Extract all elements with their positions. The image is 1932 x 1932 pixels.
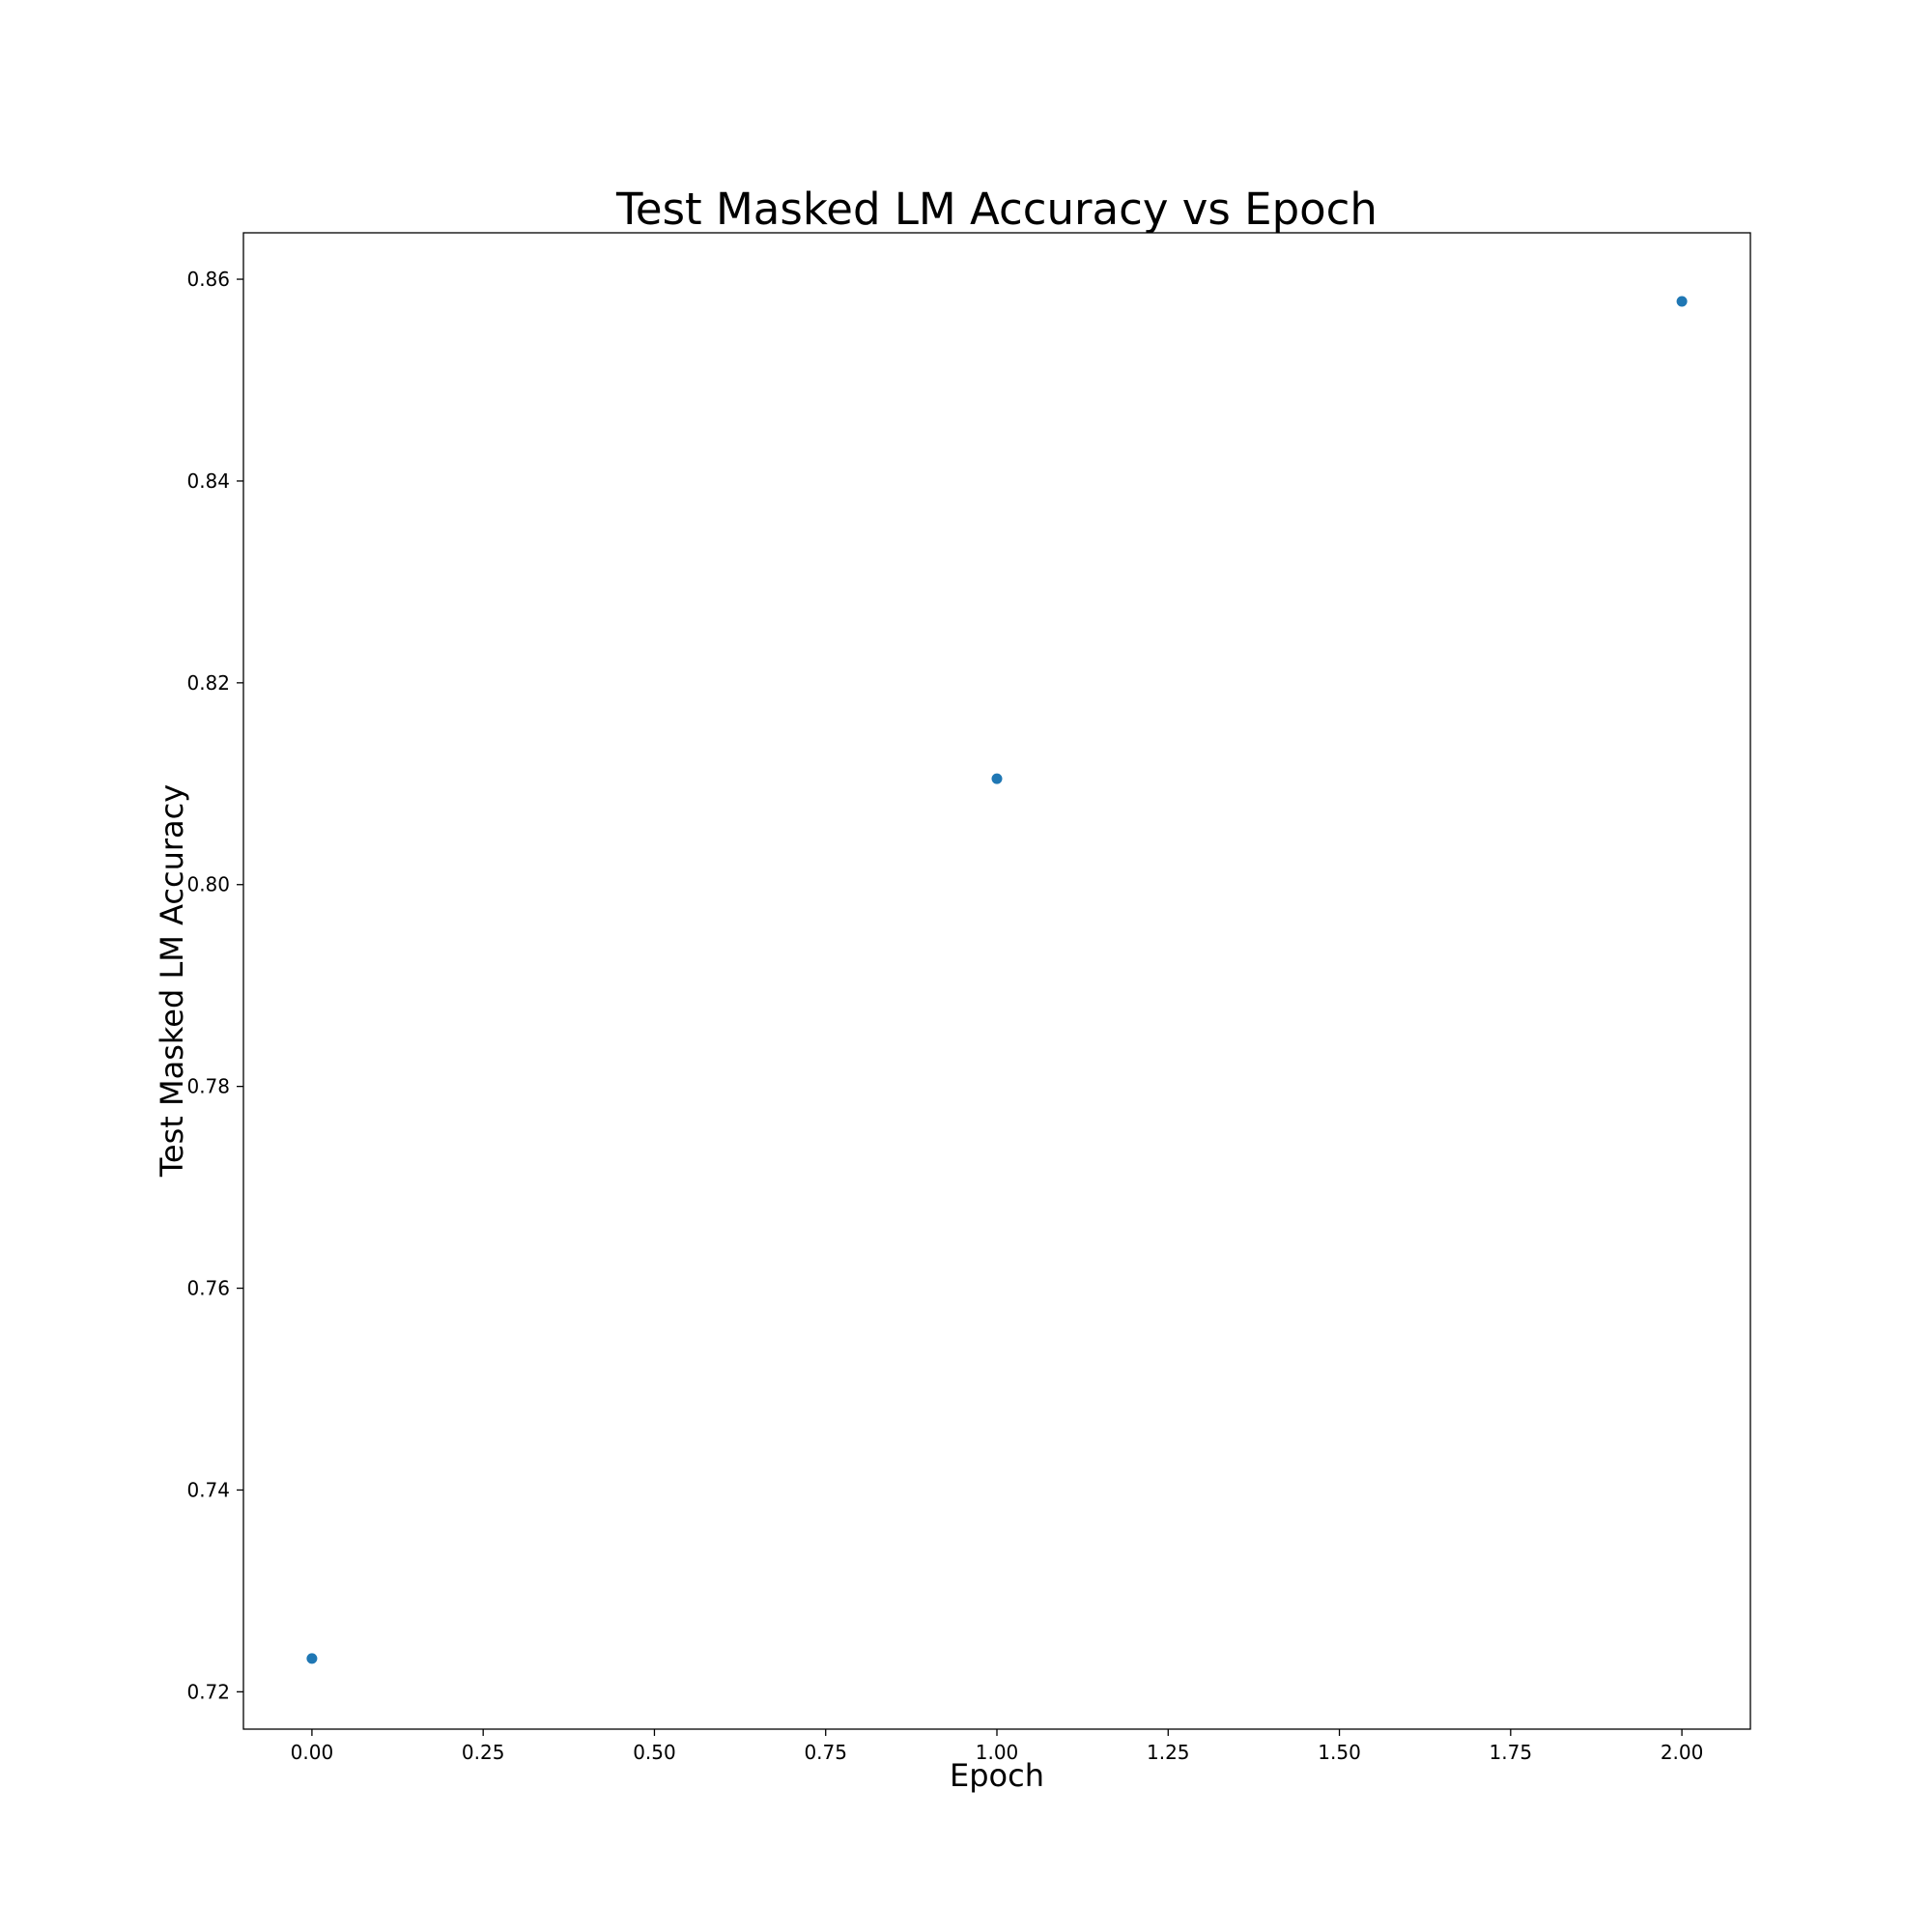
x-tick-label: 0.25 <box>462 1741 505 1764</box>
y-tick-label: 0.80 <box>186 873 230 896</box>
plot-area <box>242 232 1751 1730</box>
data-point <box>991 773 1003 784</box>
y-tick-label: 0.76 <box>186 1277 230 1300</box>
chart-title: Test Masked LM Accuracy vs Epoch <box>615 184 1378 235</box>
y-axis-label: Test Masked LM Accuracy <box>154 784 190 1178</box>
x-tick-label: 1.50 <box>1318 1741 1361 1764</box>
data-point <box>1676 296 1688 307</box>
x-tick-label: 2.00 <box>1661 1741 1704 1764</box>
x-tick-label: 0.00 <box>291 1741 334 1764</box>
y-axis: 0.72 0.74 0.76 0.78 0.80 0.82 0.84 0.86 <box>186 268 243 1703</box>
y-tick-label: 0.72 <box>186 1680 230 1703</box>
y-tick-label: 0.74 <box>186 1478 230 1501</box>
data-points <box>306 296 1688 1664</box>
x-tick-label: 0.50 <box>633 1741 676 1764</box>
x-tick-label: 0.75 <box>804 1741 847 1764</box>
x-axis: 0.00 0.25 0.50 0.75 1.00 1.25 1.50 1.75 2.00 <box>291 1729 1704 1764</box>
y-tick-label: 0.84 <box>186 469 230 493</box>
data-point <box>306 1653 318 1664</box>
x-tick-label: 1.75 <box>1490 1741 1533 1764</box>
x-axis-label: Epoch <box>950 1757 1044 1794</box>
x-tick-label: 1.00 <box>976 1741 1019 1764</box>
y-tick-label: 0.78 <box>186 1075 230 1098</box>
y-tick-label: 0.86 <box>186 268 230 291</box>
x-tick-label: 1.25 <box>1147 1741 1190 1764</box>
y-tick-label: 0.82 <box>186 671 230 695</box>
